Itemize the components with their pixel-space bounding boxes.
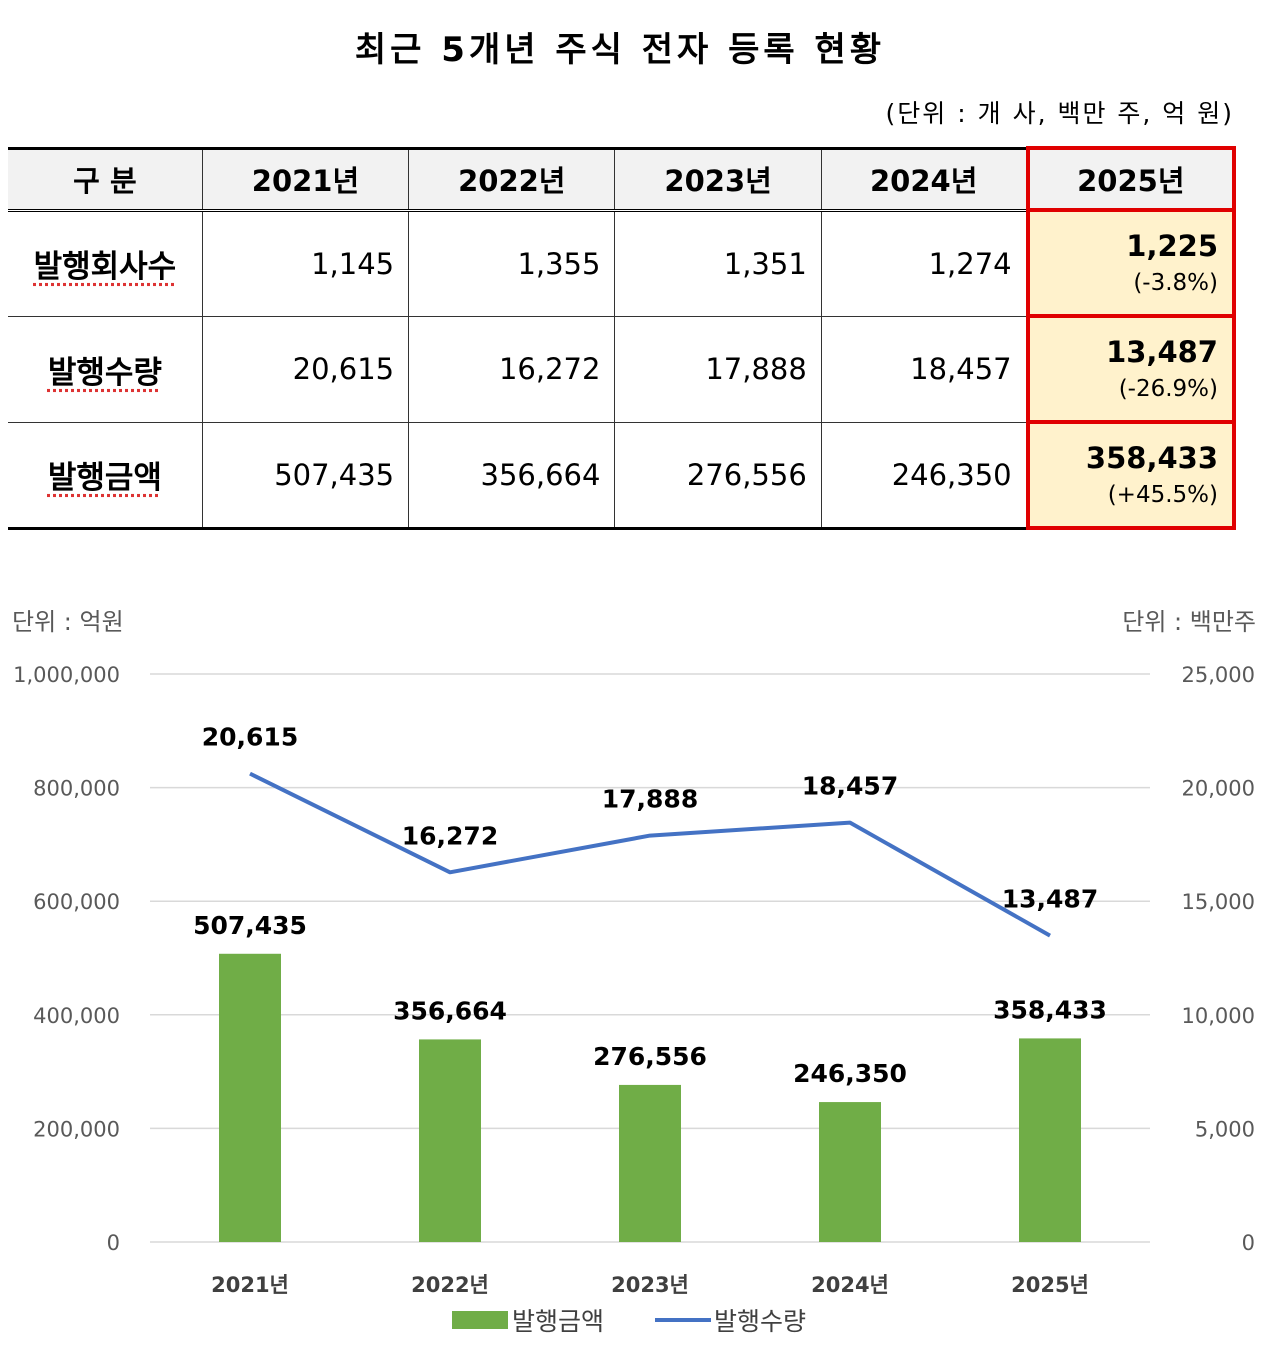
series-line (249, 771, 1051, 938)
row-label-text: 발행회사수 (33, 249, 177, 285)
row-label-text: 발행수량 (47, 354, 162, 391)
header-year: 2023년 (614, 146, 822, 212)
highlight-cell: 13,487 (-26.9%) (1025, 314, 1237, 424)
highlight-cell: 1,225 (-3.8%) (1025, 208, 1237, 318)
row-label: 발행금액 (8, 421, 203, 530)
row-label: 발행회사수 (8, 209, 203, 317)
table-cell: 1,351 (614, 209, 822, 317)
header-year-highlighted: 2025년 (1025, 146, 1237, 212)
change-percent: (-26.9%) (1118, 376, 1218, 402)
table-cell: 356,664 (408, 421, 616, 530)
legend-line-label: 발행수량 (714, 1307, 806, 1336)
current-value: 13,487 (1106, 335, 1218, 369)
line-data-label: 20,615 (202, 723, 298, 752)
change-percent: (-3.8%) (1133, 270, 1218, 296)
x-axis-tick: 2023년 (611, 1273, 689, 1297)
bar-data-label: 246,350 (793, 1059, 907, 1088)
table-row: 발행회사수 1,145 1,355 1,351 1,274 1,225 (-3.… (8, 208, 1237, 318)
current-value: 1,225 (1126, 229, 1218, 263)
table-cell: 20,615 (201, 315, 410, 423)
table-cell: 16,272 (408, 315, 616, 423)
header-year: 2021년 (201, 146, 410, 212)
table-header-row: 구 분 2021년 2022년 2023년 2024년 2025년 (8, 146, 1237, 212)
table-row: 발행금액 507,435 356,664 276,556 246,350 358… (8, 420, 1237, 530)
bar-data-label: 358,433 (993, 995, 1107, 1024)
right-axis-tick: 10,000 (1182, 1004, 1255, 1028)
table-row: 발행수량 20,615 16,272 17,888 18,457 13,487 … (8, 314, 1237, 424)
bar (619, 1084, 681, 1242)
x-axis-tick: 2021년 (211, 1273, 289, 1297)
table-cell: 1,145 (201, 209, 410, 317)
bar (419, 1039, 481, 1242)
highlight-cell: 358,433 (+45.5%) (1025, 420, 1237, 530)
x-axis-tick: 2025년 (1011, 1273, 1089, 1297)
right-axis-tick: 15,000 (1182, 890, 1255, 914)
table-cell: 1,274 (820, 209, 1029, 317)
bar (1019, 1038, 1081, 1242)
table-cell: 17,888 (614, 315, 822, 423)
header-year: 2024년 (820, 146, 1029, 212)
left-axis-tick: 1,000,000 (13, 663, 120, 687)
right-axis-tick: 25,000 (1182, 663, 1255, 687)
left-axis-tick: 0 (107, 1231, 120, 1255)
line-data-label: 16,272 (402, 821, 498, 850)
table-cell: 18,457 (820, 315, 1029, 423)
bar-data-label: 356,664 (393, 996, 507, 1025)
line-data-label: 13,487 (1002, 885, 1098, 914)
left-axis-tick: 200,000 (33, 1117, 120, 1141)
header-year: 2022년 (408, 146, 616, 212)
bar (819, 1102, 881, 1242)
row-label-text: 발행금액 (47, 460, 162, 496)
right-axis-tick: 5,000 (1195, 1117, 1255, 1141)
header-label: 구 분 (8, 146, 203, 212)
right-axis-tick: 20,000 (1182, 777, 1255, 801)
legend-bar-label: 발행금액 (512, 1307, 604, 1336)
x-axis-tick: 2024년 (811, 1273, 889, 1297)
table-cell: 507,435 (201, 421, 410, 530)
table-cell: 246,350 (820, 421, 1029, 530)
left-axis-tick: 400,000 (33, 1004, 120, 1028)
change-percent: (+45.5%) (1107, 482, 1218, 508)
combo-chart: 단위 : 억원 단위 : 백만주 0 0 200,000 5,000 400,000 10… (12, 608, 1256, 1336)
bar-data-label: 507,435 (193, 911, 307, 940)
left-axis-tick: 800,000 (33, 777, 120, 801)
line-data-label: 18,457 (802, 772, 898, 801)
table-cell: 1,355 (408, 209, 616, 317)
row-label: 발행수량 (8, 315, 203, 423)
line-data-label: 17,888 (602, 785, 698, 814)
bar-data-label: 276,556 (593, 1042, 707, 1071)
right-axis-unit: 단위 : 백만주 (1122, 608, 1256, 636)
x-axis-tick: 2022년 (411, 1273, 489, 1297)
unit-note: (단위 : 개 사, 백만 주, 억 원) (885, 99, 1234, 128)
left-axis-tick: 600,000 (33, 890, 120, 914)
current-value: 358,433 (1085, 441, 1218, 475)
bar (219, 953, 281, 1242)
stats-table: 구 분 2021년 2022년 2023년 2024년 2025년 발행회사수 … (8, 146, 1237, 530)
legend-bar-swatch (452, 1311, 508, 1329)
page-title: 최근 5개년 주식 전자 등록 현황 (354, 30, 886, 70)
right-axis-tick: 0 (1242, 1231, 1255, 1255)
table-cell: 276,556 (614, 421, 822, 530)
left-axis-unit: 단위 : 억원 (12, 608, 124, 636)
